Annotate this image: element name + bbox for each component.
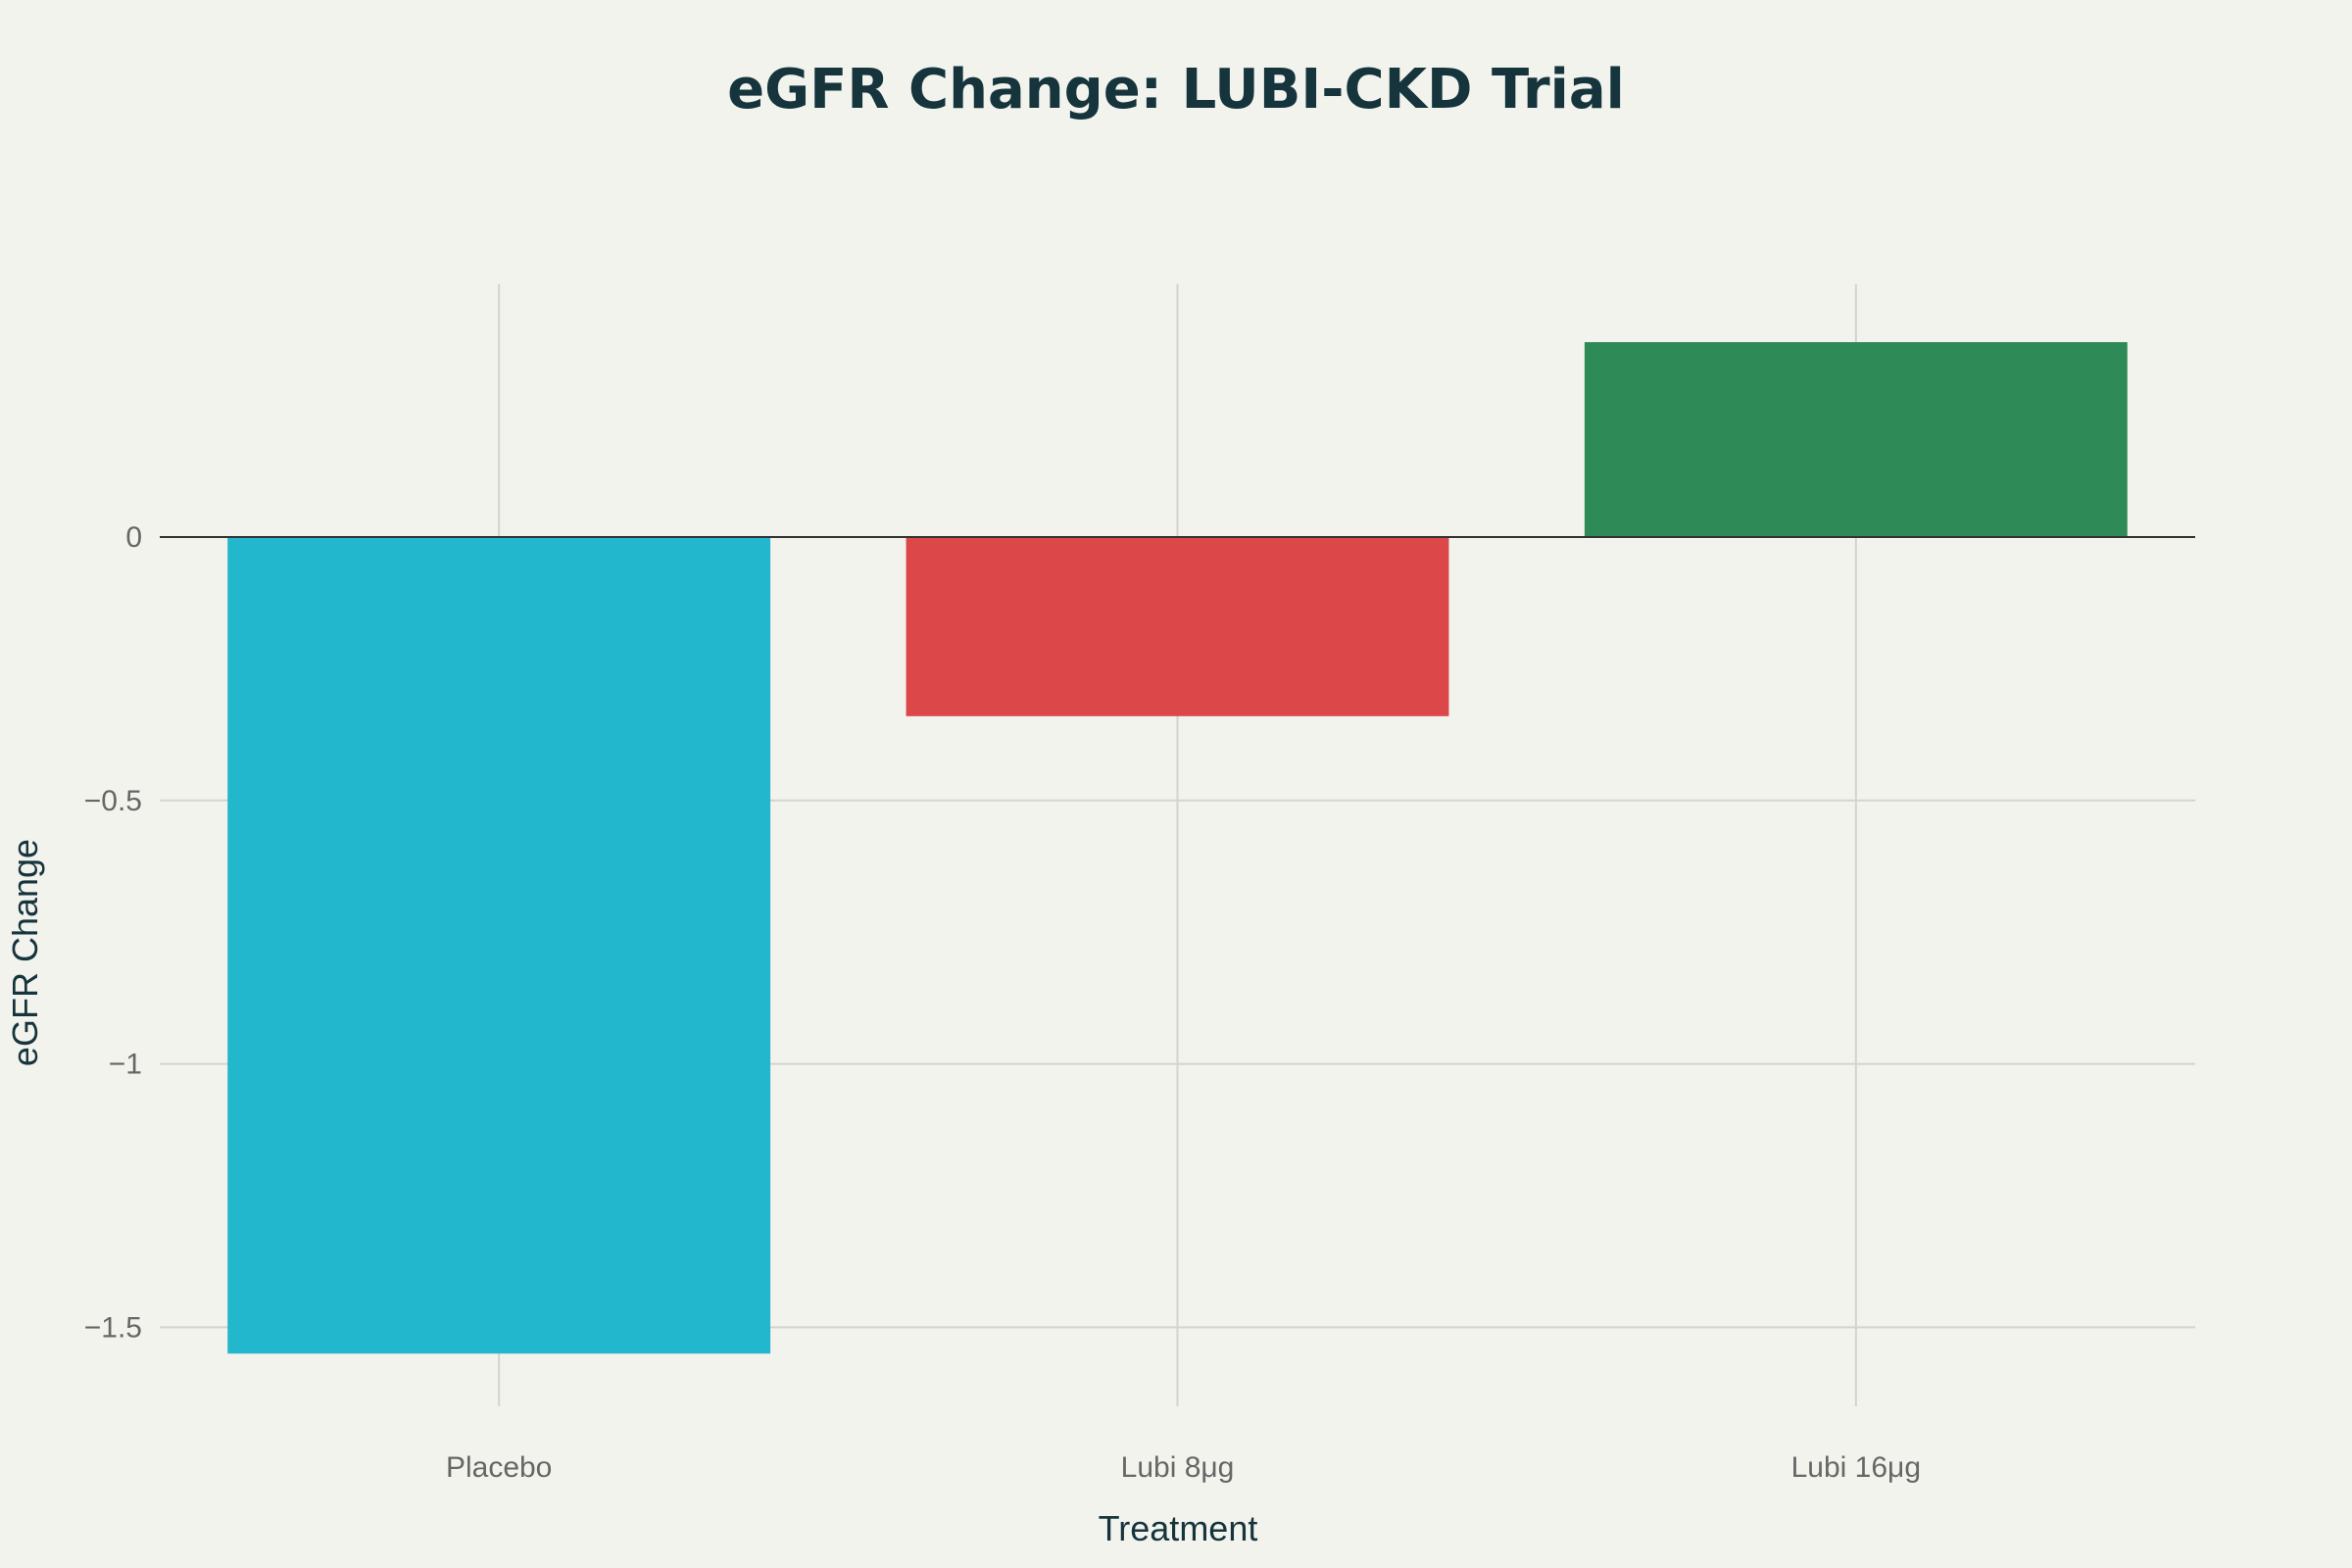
bars xyxy=(227,342,2128,1354)
y-tick-label: −1 xyxy=(109,1049,142,1081)
y-tick-label: −1.5 xyxy=(84,1311,142,1344)
x-tick-label: Placebo xyxy=(446,1451,552,1484)
y-tick-label: −0.5 xyxy=(84,785,142,817)
x-tick-label: Lubi 8μg xyxy=(1121,1451,1235,1484)
bar-lubi-16-g xyxy=(1584,342,2128,538)
bar-lubi-8-g xyxy=(906,537,1449,716)
x-tick-label: Lubi 16μg xyxy=(1791,1451,1921,1484)
y-axis-title: eGFR Change xyxy=(5,839,45,1066)
y-tick-label: 0 xyxy=(125,521,142,554)
bar-placebo xyxy=(227,537,771,1354)
chart-title: eGFR Change: LUBI-CKD Trial xyxy=(727,58,1625,122)
x-axis-ticks: Placebo Lubi 8μg Lubi 16μg xyxy=(446,1451,1921,1484)
y-axis-ticks: 0 −0.5 −1 −1.5 xyxy=(84,521,142,1344)
x-axis-title: Treatment xyxy=(1099,1508,1258,1548)
